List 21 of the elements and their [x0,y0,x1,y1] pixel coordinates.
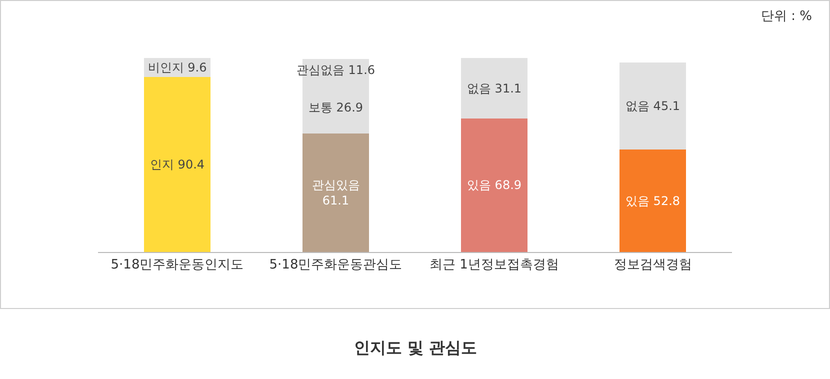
bar [460,58,528,118]
bar [460,118,528,252]
data-label: 없음 45.1 [625,98,680,113]
data-label: 없음 31.1 [466,81,522,96]
text: 단위 : % [761,9,812,24]
x-tick-label: 정보검색경험 [614,258,692,273]
bar [144,76,211,252]
data-label: 관심있음 61.1 [312,178,360,208]
bar [619,150,686,252]
x-tick-label: 최근 1년정보접촉경험 [430,258,559,273]
data-label: 관심없음 11.6 [296,63,376,78]
bar [302,134,370,252]
x-tick-label: 5·18민주화운동관심도 [269,258,402,273]
data-label: 있음 68.9 [466,178,522,192]
x-tick-label: 5·18민주화운동인지도 [110,258,244,273]
data-label: 인지 90.4 [150,157,205,172]
data-label: 비인지 9.6 [148,60,207,74]
bar [619,62,686,150]
text: 인지도 및 관심도 [354,338,478,357]
data-label: 보통 26.9 [308,100,364,115]
data-label: 있음 52.8 [625,194,680,208]
